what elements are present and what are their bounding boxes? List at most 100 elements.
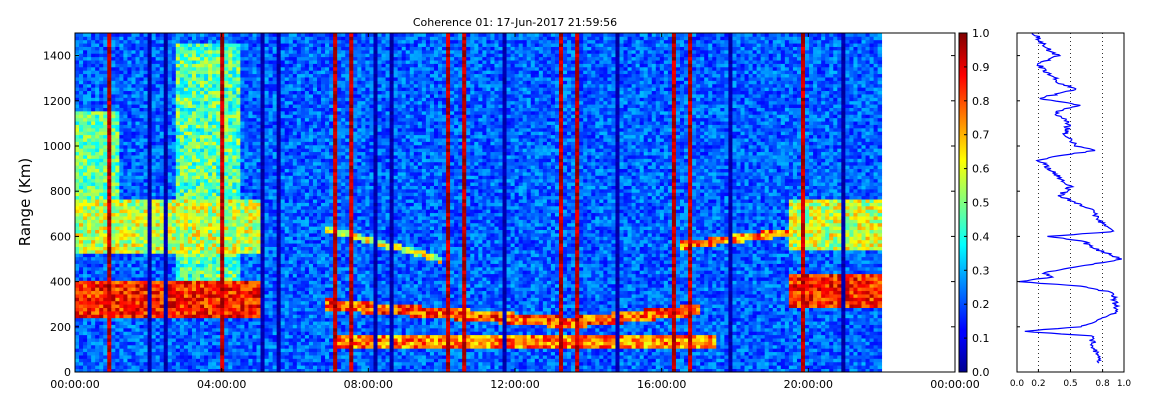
heatmap-cell	[140, 318, 144, 322]
heatmap-cell	[127, 179, 131, 183]
heatmap-cell	[131, 158, 135, 162]
heatmap-cell	[79, 209, 83, 213]
heatmap-cell	[192, 141, 196, 145]
heatmap-cell	[148, 162, 152, 166]
heatmap-cell	[261, 182, 265, 186]
heatmap-cell	[236, 74, 240, 78]
heatmap-cell	[232, 152, 236, 156]
heatmap-cell	[236, 111, 240, 115]
heatmap-cell	[95, 308, 99, 312]
heatmap-cell	[140, 145, 144, 149]
heatmap-cell	[160, 47, 164, 51]
heatmap-cell	[196, 308, 200, 312]
heatmap-cell	[172, 128, 176, 132]
heatmap-cell	[131, 57, 135, 61]
heatmap-cell	[79, 274, 83, 278]
heatmap-cell	[224, 280, 228, 284]
heatmap-cell	[240, 331, 244, 335]
heatmap-cell	[220, 158, 224, 162]
heatmap-cell	[107, 267, 111, 271]
heatmap-cell	[184, 236, 188, 240]
heatmap-cell	[273, 362, 277, 366]
heatmap-cell	[212, 206, 216, 210]
heatmap-cell	[119, 270, 123, 274]
heatmap-cell	[261, 192, 265, 196]
heatmap-cell	[127, 318, 131, 322]
heatmap-cell	[87, 138, 91, 142]
heatmap-cell	[244, 165, 248, 169]
heatmap-cell	[257, 223, 261, 227]
heatmap-cell	[75, 277, 79, 281]
heatmap-cell	[176, 270, 180, 274]
heatmap-cell	[248, 345, 252, 349]
heatmap-cell	[208, 365, 212, 369]
heatmap-cell	[208, 297, 212, 301]
heatmap-cell	[176, 165, 180, 169]
heatmap-cell	[131, 267, 135, 271]
heatmap-cell	[103, 213, 107, 217]
heatmap-cell	[232, 165, 236, 169]
heatmap-cell	[252, 182, 256, 186]
heatmap-cell	[164, 219, 168, 223]
heatmap-cell	[79, 40, 83, 44]
heatmap-cell	[152, 325, 156, 329]
heatmap-cell	[103, 111, 107, 115]
heatmap-cell	[152, 341, 156, 345]
heatmap-cell	[184, 87, 188, 91]
heatmap-cell	[261, 84, 265, 88]
heatmap-cell	[87, 94, 91, 98]
heatmap-cell	[144, 179, 148, 183]
heatmap-cell	[176, 196, 180, 200]
heatmap-cell	[216, 287, 220, 291]
heatmap-cell	[111, 60, 115, 64]
heatmap-cell	[265, 216, 269, 220]
heatmap-cell	[196, 264, 200, 268]
heatmap-cell	[176, 274, 180, 278]
heatmap-cell	[148, 186, 152, 190]
heatmap-cell	[160, 358, 164, 362]
heatmap-cell	[136, 230, 140, 234]
heatmap-cell	[103, 203, 107, 207]
heatmap-cell	[144, 297, 148, 301]
heatmap-cell	[107, 264, 111, 268]
heatmap-cell	[172, 138, 176, 142]
heatmap-cell	[200, 121, 204, 125]
heatmap-cell	[140, 345, 144, 349]
heatmap-cell	[180, 175, 184, 179]
heatmap-cell	[131, 253, 135, 257]
heatmap-cell	[115, 97, 119, 101]
heatmap-cell	[188, 80, 192, 84]
heatmap-cell	[220, 172, 224, 176]
heatmap-cell	[160, 80, 164, 84]
heatmap-cell	[144, 362, 148, 366]
heatmap-cell	[236, 64, 240, 68]
heatmap-cell	[244, 284, 248, 288]
heatmap-cell	[107, 236, 111, 240]
heatmap-cell	[164, 216, 168, 220]
heatmap-cell	[180, 40, 184, 44]
heatmap-cell	[123, 345, 127, 349]
heatmap-cell	[224, 138, 228, 142]
heatmap-cell	[236, 243, 240, 247]
heatmap-cell	[244, 189, 248, 193]
heatmap-cell	[196, 277, 200, 281]
heatmap-cell	[152, 121, 156, 125]
heatmap-cell	[136, 74, 140, 78]
heatmap-cell	[248, 365, 252, 369]
heatmap-cell	[172, 169, 176, 173]
heatmap-cell	[269, 158, 273, 162]
heatmap-cell	[244, 250, 248, 254]
heatmap-cell	[176, 74, 180, 78]
heatmap-cell	[269, 57, 273, 61]
heatmap-cell	[232, 355, 236, 359]
heatmap-cell	[95, 358, 99, 362]
heatmap-cell	[91, 141, 95, 145]
heatmap-cell	[107, 145, 111, 149]
heatmap-cell	[91, 104, 95, 108]
heatmap-cell	[164, 189, 168, 193]
heatmap-cell	[79, 352, 83, 356]
heatmap-cell	[168, 243, 172, 247]
heatmap-cell	[148, 219, 152, 223]
heatmap-cell	[103, 328, 107, 332]
heatmap-cell	[95, 260, 99, 264]
